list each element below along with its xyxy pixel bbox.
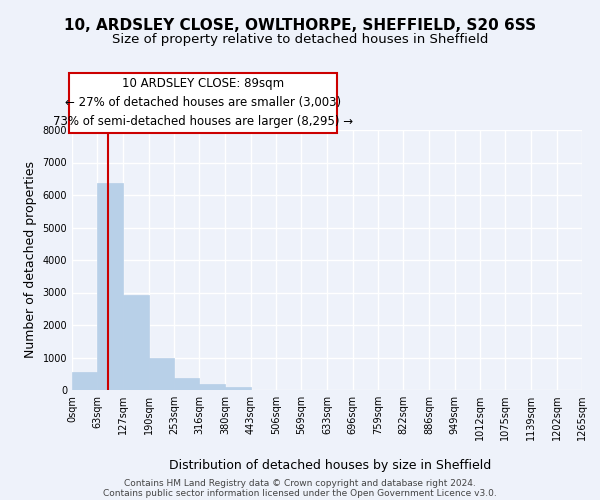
Y-axis label: Number of detached properties: Number of detached properties bbox=[24, 162, 37, 358]
Text: 10, ARDSLEY CLOSE, OWLTHORPE, SHEFFIELD, S20 6SS: 10, ARDSLEY CLOSE, OWLTHORPE, SHEFFIELD,… bbox=[64, 18, 536, 32]
Text: Contains public sector information licensed under the Open Government Licence v3: Contains public sector information licen… bbox=[103, 490, 497, 498]
Text: 10 ARDSLEY CLOSE: 89sqm
← 27% of detached houses are smaller (3,003)
73% of semi: 10 ARDSLEY CLOSE: 89sqm ← 27% of detache… bbox=[53, 77, 353, 128]
Bar bbox=[72, 372, 97, 390]
Bar bbox=[149, 358, 174, 390]
Bar bbox=[97, 182, 123, 390]
Text: Size of property relative to detached houses in Sheffield: Size of property relative to detached ho… bbox=[112, 32, 488, 46]
Text: Contains HM Land Registry data © Crown copyright and database right 2024.: Contains HM Land Registry data © Crown c… bbox=[124, 480, 476, 488]
Bar bbox=[123, 295, 149, 390]
Text: Distribution of detached houses by size in Sheffield: Distribution of detached houses by size … bbox=[169, 458, 491, 471]
Bar bbox=[199, 384, 225, 390]
Bar bbox=[225, 387, 251, 390]
Bar bbox=[174, 378, 199, 390]
